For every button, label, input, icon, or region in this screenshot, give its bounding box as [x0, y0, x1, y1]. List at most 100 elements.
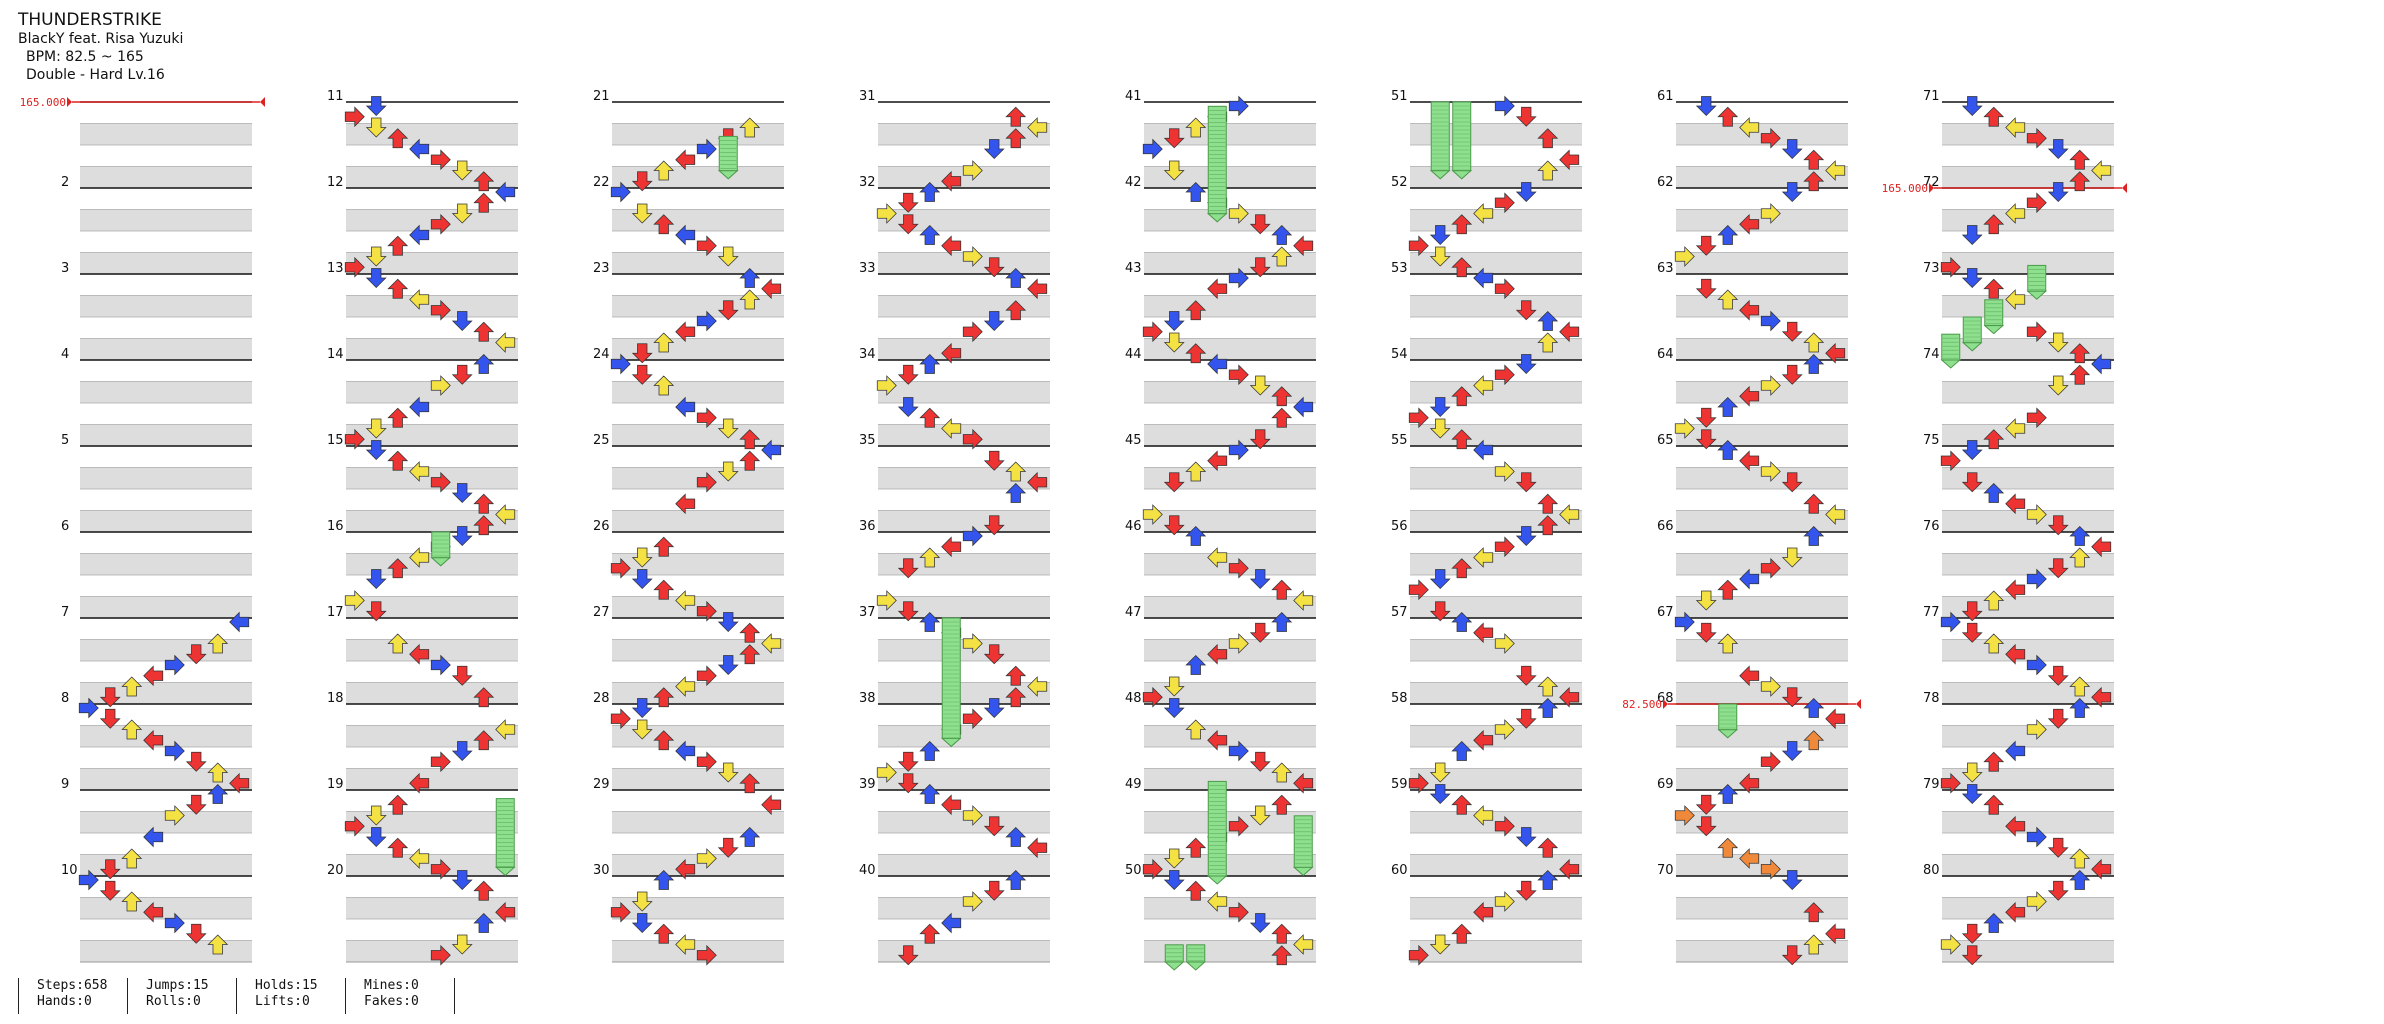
step-arrow: [1408, 944, 1429, 966]
step-arrow: [1271, 923, 1293, 944]
step-arrow: [1559, 149, 1580, 171]
beat-row-shade: [878, 725, 1050, 747]
step-arrow: [2026, 407, 2047, 429]
step-arrow: [344, 428, 365, 450]
step-arrow: [365, 440, 387, 461]
step-arrow: [761, 439, 782, 461]
step-arrow: [1271, 407, 1293, 428]
beat-row-shade: [878, 854, 1050, 876]
step-arrow: [2069, 343, 2091, 364]
step-arrow: [387, 450, 409, 471]
step-arrow: [1249, 913, 1271, 934]
step-arrow: [1537, 676, 1559, 697]
step-arrow: [1537, 837, 1559, 858]
step-arrow: [1473, 805, 1494, 826]
measure-number: 52: [1391, 175, 1408, 190]
step-arrow: [365, 268, 387, 289]
step-arrow: [1515, 300, 1537, 321]
measure-number: 41: [1125, 89, 1142, 104]
step-arrow: [653, 730, 675, 751]
beat-row-shade: [878, 940, 1050, 962]
step-arrow: [365, 569, 387, 590]
step-arrow: [365, 96, 387, 117]
step-arrow: [1163, 848, 1185, 869]
beat-row-shade: [1942, 166, 2114, 188]
step-arrow: [1271, 246, 1293, 267]
step-arrow: [1408, 407, 1429, 429]
step-arrow: [473, 171, 495, 192]
step-arrow: [1473, 375, 1494, 396]
step-arrow: [2005, 815, 2026, 837]
measure-number: 31: [859, 89, 876, 104]
step-arrow: [2091, 536, 2112, 558]
step-arrow: [1983, 794, 2005, 815]
step-arrow: [696, 944, 717, 966]
step-arrow: [1494, 633, 1515, 654]
step-arrow: [675, 858, 696, 880]
measure-number: 6: [61, 519, 69, 534]
step-arrow: [365, 601, 387, 622]
beat-row-shade: [612, 682, 784, 704]
step-arrow: [2047, 837, 2069, 858]
step-arrow: [1293, 396, 1314, 418]
step-arrow: [409, 772, 430, 794]
step-arrow: [653, 214, 675, 235]
step-arrow: [1429, 225, 1451, 246]
step-arrow: [1781, 687, 1803, 708]
step-arrow: [1163, 515, 1185, 536]
beat-row-shade: [1144, 639, 1316, 661]
step-arrow: [2026, 568, 2047, 590]
step-arrow: [1271, 224, 1293, 245]
measure-number: 22: [593, 175, 610, 190]
measure-number: 40: [859, 863, 876, 878]
measure-number: 61: [1657, 89, 1674, 104]
step-arrow: [919, 740, 941, 761]
step-arrow: [387, 794, 409, 815]
step-arrow: [1717, 106, 1739, 127]
step-arrow: [631, 719, 653, 740]
step-arrow: [610, 708, 631, 730]
step-arrow: [473, 730, 495, 751]
measure-number: 60: [1391, 863, 1408, 878]
beat-row-shade: [1144, 854, 1316, 876]
beat-row-shade: [1410, 209, 1582, 231]
step-arrow: [1271, 386, 1293, 407]
beat-row-shade: [1410, 338, 1582, 360]
step-arrow: [919, 407, 941, 428]
beat-row-shade: [80, 295, 252, 317]
step-arrow: [1803, 902, 1825, 923]
beat-row-shade: [1410, 940, 1582, 962]
step-arrow: [207, 783, 229, 804]
step-arrow: [1027, 278, 1048, 300]
step-arrow: [1825, 923, 1846, 945]
step-arrow: [1803, 697, 1825, 718]
measure-number: 2: [61, 175, 69, 190]
step-arrow: [1271, 762, 1293, 783]
stat-hands: Hands:0: [37, 994, 92, 1009]
beat-row-shade: [346, 725, 518, 747]
beat-row-shade: [346, 166, 518, 188]
hold-body: [1430, 101, 1450, 172]
measure-number: 68: [1657, 691, 1674, 706]
step-arrow: [1494, 536, 1515, 558]
measure-number: 58: [1391, 691, 1408, 706]
step-arrow: [941, 418, 962, 439]
measure-number: 27: [593, 605, 610, 620]
beat-row-shade: [1942, 424, 2114, 446]
step-arrow: [409, 138, 430, 160]
step-arrow: [1559, 686, 1580, 708]
step-arrow: [675, 676, 696, 697]
step-arrow: [962, 891, 983, 912]
beat-row-shade: [346, 553, 518, 575]
step-arrow: [451, 665, 473, 686]
step-arrow: [1515, 880, 1537, 901]
beat-row-shade: [80, 639, 252, 661]
hold-tail: [1429, 170, 1451, 180]
step-arrow: [696, 600, 717, 622]
step-arrow: [1695, 590, 1717, 611]
step-arrow: [919, 611, 941, 632]
beat-row-shade: [1942, 639, 2114, 661]
beat-row-shade: [1410, 381, 1582, 403]
measure-number: 71: [1923, 89, 1940, 104]
hold-tail: [1983, 325, 2005, 335]
